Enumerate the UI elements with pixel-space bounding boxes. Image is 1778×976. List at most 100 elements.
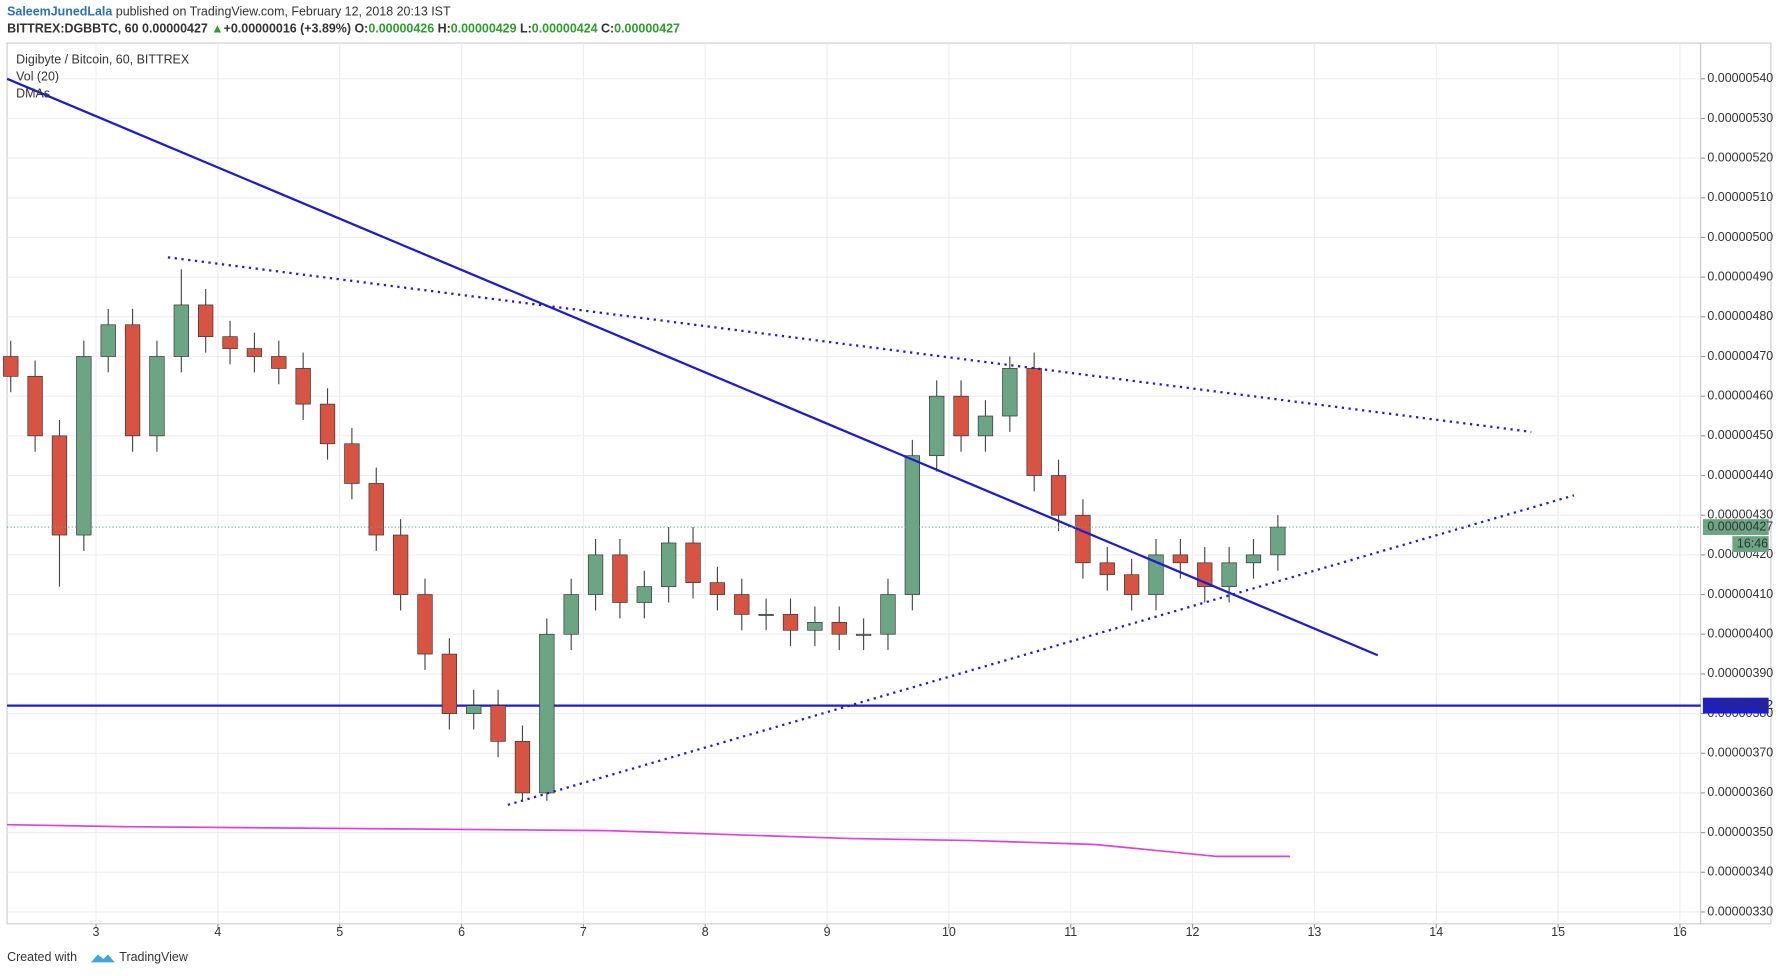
hline-tag — [1702, 697, 1769, 714]
x-tick-label: 11 — [1064, 925, 1077, 939]
y-tick-label: 0.00000530 — [1707, 111, 1773, 125]
y-tick-label: 0.00000450 — [1707, 428, 1773, 442]
candle-body — [587, 554, 604, 595]
candle-body — [709, 582, 726, 595]
candle-body — [173, 304, 189, 357]
x-tick-label: 4 — [214, 925, 221, 939]
candle-body — [1148, 554, 1164, 595]
chart-title: Digibyte / Bitcoin, 60, BITTREX — [16, 52, 190, 66]
candle-body — [1221, 562, 1237, 587]
candle-body — [1123, 574, 1140, 595]
indicator: Vol (20) — [16, 69, 59, 83]
price: 0.00000427 — [142, 22, 208, 36]
last-price-tag — [1702, 519, 1769, 536]
candle-body — [149, 356, 165, 437]
candle-body — [51, 435, 68, 536]
candle-body — [295, 368, 311, 405]
candle-body — [417, 594, 433, 655]
y-tick-label: 0.00000470 — [1707, 349, 1773, 363]
y-tick-label: 0.00000500 — [1707, 230, 1773, 244]
y-tick-label: 0.00000480 — [1707, 309, 1773, 323]
candle-body — [831, 621, 847, 635]
logo — [90, 954, 115, 963]
trendline — [167, 256, 1532, 434]
candle-body — [880, 594, 896, 635]
x-tick-label: 5 — [336, 925, 343, 939]
marks — [3, 77, 1701, 858]
candle-body — [124, 324, 141, 437]
y-tick-label: 0.00000520 — [1707, 150, 1773, 164]
indicator: DMAs — [16, 86, 50, 100]
x-tick-label: 9 — [824, 925, 831, 939]
candle-body — [758, 614, 774, 616]
candle-body — [661, 542, 677, 587]
candle-body — [466, 705, 482, 714]
change: +0.00000016 (+3.89%) — [224, 22, 351, 36]
hline-label: 0.00000382 — [1707, 698, 1773, 712]
x-tick-label: 14 — [1429, 925, 1443, 939]
candle-body — [100, 324, 116, 357]
dma-line — [7, 823, 1291, 858]
y-tick-label: 0.00000440 — [1707, 468, 1773, 482]
x-tick-label: 15 — [1551, 925, 1565, 939]
candle-body — [1245, 554, 1262, 564]
candle-body — [953, 395, 969, 437]
x-tick-label: 6 — [458, 925, 465, 939]
candle-body — [514, 741, 531, 794]
candle-body — [246, 348, 263, 357]
y-tick-label: 0.00000430 — [1707, 508, 1773, 522]
candle-body — [612, 554, 628, 603]
candle-body — [1172, 554, 1189, 564]
candle-body — [76, 356, 92, 536]
x-tick-label: 13 — [1307, 925, 1321, 939]
candle-body — [636, 586, 652, 603]
x-tick-label: 10 — [942, 925, 956, 939]
candle-body — [344, 443, 360, 484]
header-line-1: SaleemJunedLala published on TradingView… — [7, 5, 451, 19]
author[interactable]: SaleemJunedLala — [7, 5, 112, 19]
l-label: L: — [520, 22, 532, 36]
axis-labels: 0.00000330 0.00000340 0.00000350 0.00000360… — [93, 71, 1774, 939]
candle-body — [1270, 526, 1286, 556]
last-price-label: 0.00000427 — [1707, 519, 1773, 533]
y-tick-label: 0.00000360 — [1707, 785, 1773, 799]
y-tick-label: 0.00000460 — [1707, 388, 1773, 402]
y-tick-label: 0.00000350 — [1707, 825, 1773, 839]
candle-body — [1075, 514, 1091, 564]
o-label: O: — [354, 22, 368, 36]
y-tick-label: 0.00000540 — [1707, 71, 1773, 85]
candle-body — [1026, 368, 1042, 476]
candle-body — [855, 633, 872, 636]
x-tick-label: 8 — [702, 925, 709, 939]
candle-body — [392, 534, 409, 595]
h-label: H: — [438, 22, 451, 36]
y-tick-label: 0.00000370 — [1707, 746, 1773, 760]
candle-body — [929, 395, 945, 457]
candle-body — [904, 455, 920, 595]
candle-body — [807, 621, 823, 631]
trendline — [6, 77, 1379, 657]
footer-brand[interactable]: TradingView — [119, 950, 189, 964]
candle-body — [685, 542, 701, 583]
x-tick-label: 7 — [580, 925, 587, 939]
candle-body — [319, 403, 336, 445]
candle-body — [271, 356, 287, 369]
candle-body — [1050, 475, 1067, 516]
trendline — [507, 494, 1575, 806]
plot-frame — [6, 42, 1702, 925]
grid — [7, 43, 1701, 924]
candle-body — [490, 705, 506, 742]
arrow: ▲ — [211, 22, 223, 36]
symbol: BITTREX:DGBBTC, 60 — [7, 22, 139, 36]
x-tick-label: 16 — [1673, 925, 1687, 939]
c-label: C: — [601, 22, 614, 36]
header-line-2: BITTREX:DGBBTC, 60 0.00000427 ▲+0.000000… — [7, 22, 680, 36]
x-tick-label: 12 — [1186, 925, 1200, 939]
y-tick-label: 0.00000410 — [1707, 587, 1773, 601]
c: 0.00000427 — [614, 22, 680, 36]
y-tick-label: 0.00000510 — [1707, 190, 1773, 204]
candle-body — [977, 415, 994, 437]
candle-body — [539, 633, 555, 794]
